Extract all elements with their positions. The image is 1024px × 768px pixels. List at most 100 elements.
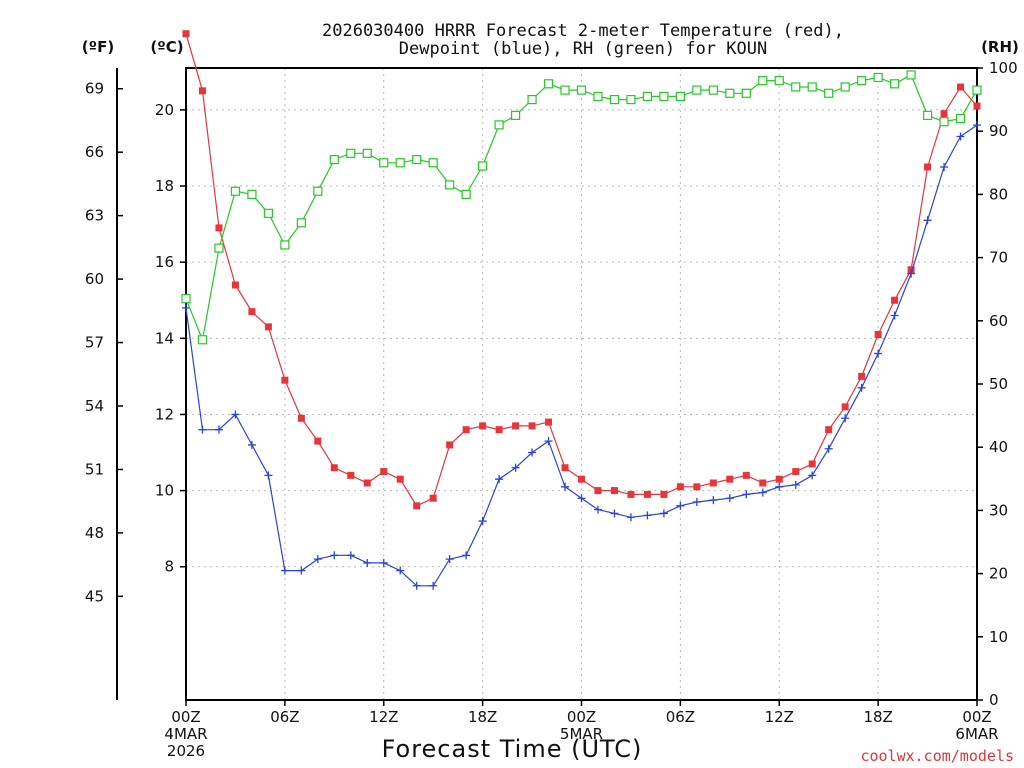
dewpoint-point	[214, 425, 223, 434]
temperature-point	[594, 487, 602, 495]
celsius-tick-label: 14	[155, 329, 174, 347]
rh-point	[543, 79, 554, 89]
dewpoint-point	[363, 558, 372, 567]
rh-tick-label: 50	[989, 375, 1008, 393]
dewpoint-point	[742, 490, 751, 499]
temperature-point	[643, 490, 651, 498]
dewpoint-point	[923, 216, 932, 225]
dewpoint-point	[297, 566, 306, 575]
temperature-point	[281, 376, 289, 384]
rh-point	[972, 85, 982, 95]
x-tick-label: 18Z	[468, 708, 497, 726]
fahrenheit-tick-label: 45	[85, 587, 104, 605]
temperature-point	[874, 331, 882, 339]
rh-point	[560, 85, 570, 95]
rh-point	[329, 155, 339, 165]
rh-point	[807, 82, 817, 92]
temperature-point	[198, 87, 206, 95]
temperature-point	[182, 30, 190, 38]
rh-point	[362, 148, 372, 158]
temperature-point	[940, 110, 948, 118]
temperature-point	[709, 479, 717, 487]
rh-point	[708, 85, 718, 95]
rh-point	[197, 335, 208, 345]
temperature-point	[957, 83, 965, 91]
rh-point	[230, 186, 241, 196]
rh-tick-label: 20	[989, 565, 1008, 583]
x-tick-label: 5MAR	[560, 725, 603, 743]
celsius-tick-label: 16	[155, 253, 174, 271]
temperature-point	[610, 487, 618, 495]
rh-point	[461, 189, 471, 199]
temperature-point	[380, 468, 388, 476]
rh-tick-label: 90	[989, 122, 1008, 140]
rh-point	[395, 158, 405, 168]
dewpoint-point	[775, 482, 784, 491]
dewpoint-point	[758, 488, 767, 497]
series-layer	[181, 30, 982, 590]
dewpoint-point	[676, 501, 685, 510]
credit-label: coolwx.com/models	[860, 747, 1014, 765]
rh-point	[840, 82, 850, 92]
rh-point	[955, 113, 966, 124]
dewpoint-point	[626, 513, 635, 522]
fahrenheit-tick-label: 60	[85, 270, 104, 288]
rh-point	[346, 148, 356, 158]
grid-layer	[186, 68, 977, 700]
axes-layer	[116, 67, 978, 701]
x-tick-label: 00Z	[567, 708, 596, 726]
dewpoint-point	[808, 471, 817, 480]
rh-point	[659, 91, 669, 102]
x-tick-label: 18Z	[863, 708, 892, 726]
rh-point	[576, 85, 587, 95]
temperature-point	[545, 418, 553, 426]
temperature-point	[429, 494, 437, 502]
rh-point	[214, 243, 224, 253]
dewpoint-point	[396, 566, 405, 575]
rh-point	[906, 70, 916, 80]
dewpoint-point	[659, 509, 668, 518]
temperature-point	[231, 281, 239, 289]
rh-point	[741, 88, 751, 98]
temperature-point	[363, 479, 371, 487]
dewpoint-point	[956, 132, 965, 141]
fahrenheit-tick-label: 69	[85, 80, 104, 98]
fahrenheit-tick-label: 63	[85, 207, 104, 225]
chart-title-line1: 2026030400 HRRR Forecast 2-meter Tempera…	[322, 21, 844, 41]
temperature-point	[561, 464, 569, 472]
dewpoint-point	[544, 437, 553, 446]
temperature-point	[792, 468, 800, 476]
rh-point	[280, 240, 290, 250]
dewpoint-point	[824, 444, 833, 453]
dewpoint-point	[379, 558, 388, 567]
temperature-point	[973, 102, 981, 110]
x-tick-label: 06Z	[270, 708, 299, 726]
rh-point	[181, 294, 191, 304]
rh-tick-label: 40	[989, 438, 1008, 456]
temperature-point	[479, 422, 487, 430]
rh-point	[890, 79, 900, 89]
rh-unit-label: (RH)	[981, 38, 1019, 56]
fahrenheit-tick-label: 48	[85, 524, 104, 542]
temperature-point	[759, 479, 767, 487]
rh-point	[296, 218, 306, 228]
dewpoint-point	[495, 475, 504, 484]
rh-point	[510, 110, 521, 121]
fahrenheit-unit-label: (ºF)	[82, 38, 114, 56]
rh-point	[247, 189, 257, 199]
temperature-point	[808, 460, 816, 468]
dewpoint-point	[610, 509, 619, 518]
temperature-point	[396, 475, 404, 483]
dewpoint-point	[231, 410, 240, 419]
rh-point	[824, 88, 834, 98]
dewpoint-point	[841, 414, 850, 423]
rh-point	[527, 94, 537, 105]
dewpoint-point	[907, 269, 916, 278]
rh-point	[791, 82, 801, 92]
chart-title-line2: Dewpoint (blue), RH (green) for KOUN	[399, 39, 767, 59]
rh-tick-label: 10	[989, 628, 1008, 646]
temperature-point	[676, 483, 684, 491]
dewpoint-point	[330, 551, 339, 560]
dewpoint-point	[692, 498, 701, 507]
dewpoint-point	[940, 162, 949, 171]
